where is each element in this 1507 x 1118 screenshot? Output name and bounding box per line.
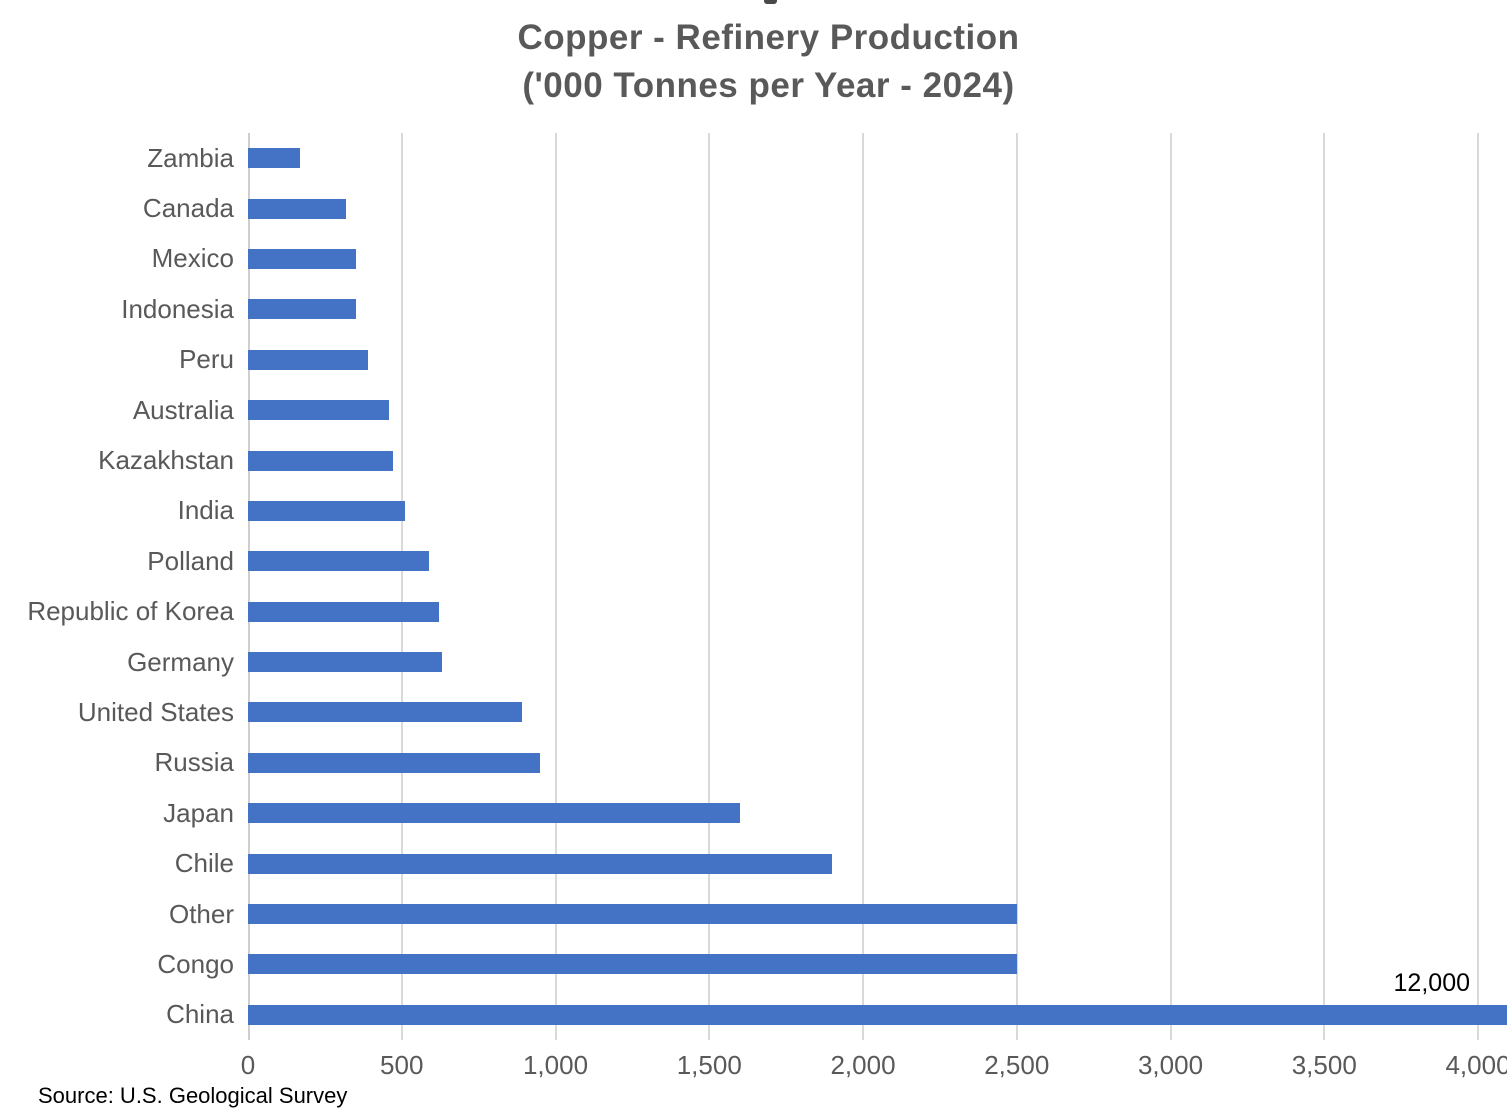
bar-australia bbox=[248, 400, 390, 421]
bar-zambia bbox=[248, 148, 301, 169]
category-label-united-states: United States bbox=[77, 696, 234, 727]
gridline bbox=[400, 133, 403, 1040]
category-label-india: India bbox=[177, 495, 234, 526]
bar-chile bbox=[248, 853, 833, 874]
china-data-label: 12,000 bbox=[1393, 969, 1470, 997]
bar-canada bbox=[248, 198, 347, 219]
gridline bbox=[1477, 133, 1479, 1040]
bar-polland bbox=[248, 551, 430, 572]
chart-title-line2: ('000 Tonnes per Year - 2024) bbox=[522, 66, 1015, 105]
category-label-republic-of-korea: Republic of Korea bbox=[27, 596, 234, 627]
gridline bbox=[1015, 133, 1018, 1040]
category-label-chile: Chile bbox=[174, 848, 234, 879]
x-tick-label-2500: 2,500 bbox=[984, 1050, 1050, 1080]
bar-mexico bbox=[248, 248, 356, 269]
bar-republic-of-korea bbox=[248, 601, 439, 622]
category-label-japan: Japan bbox=[163, 797, 234, 828]
bar-peru bbox=[248, 349, 368, 370]
category-label-zambia: Zambia bbox=[147, 142, 234, 173]
x-tick-label-500: 500 bbox=[380, 1050, 424, 1080]
source-note: Source: U.S. Geological Survey bbox=[38, 1083, 348, 1108]
category-label-congo: Congo bbox=[157, 948, 234, 979]
category-label-polland: Polland bbox=[147, 545, 234, 576]
category-label-mexico: Mexico bbox=[151, 243, 234, 274]
category-label-kazakhstan: Kazakhstan bbox=[98, 445, 234, 476]
bar-indonesia bbox=[248, 299, 356, 320]
category-axis: Zambia Canada Mexico Indonesia Peru Australia… bbox=[0, 133, 234, 1040]
bar-congo bbox=[248, 954, 1017, 975]
category-label-germany: Germany bbox=[127, 646, 234, 677]
gridline bbox=[1169, 133, 1172, 1040]
category-label-peru: Peru bbox=[179, 344, 234, 375]
x-tick-label-4000: 4,000 bbox=[1445, 1050, 1507, 1080]
category-label-australia: Australia bbox=[132, 394, 234, 425]
x-tick-label-3500: 3,500 bbox=[1291, 1050, 1357, 1080]
category-label-other: Other bbox=[168, 898, 234, 929]
x-axis: 0 500 1,000 1,500 2,000 2,500 3,000 3,500 4,000 bbox=[0, 1050, 1507, 1084]
category-label-russia: Russia bbox=[154, 747, 234, 778]
bar-germany bbox=[248, 652, 442, 673]
plot-area bbox=[248, 133, 1507, 1040]
x-tick-label-0: 0 bbox=[240, 1050, 256, 1080]
category-label-canada: Canada bbox=[142, 193, 234, 224]
gridline bbox=[708, 133, 711, 1040]
category-label-china: China bbox=[166, 999, 234, 1030]
category-label-indonesia: Indonesia bbox=[121, 293, 234, 324]
bar-united-states bbox=[248, 702, 522, 723]
x-tick-label-2000: 2,000 bbox=[830, 1050, 896, 1080]
value-axis-line bbox=[248, 133, 250, 1040]
bar-other bbox=[248, 904, 1017, 925]
chart-title: Copper - Refinery Production ('000 Tonne… bbox=[0, 14, 1507, 110]
chart-title-line1: Copper - Refinery Production bbox=[517, 18, 1020, 57]
gridline bbox=[554, 133, 557, 1040]
bar-india bbox=[248, 500, 405, 521]
clipped-text-artifact bbox=[764, 0, 777, 4]
bar-russia bbox=[248, 752, 541, 773]
bar-kazakhstan bbox=[248, 450, 393, 471]
gridline bbox=[862, 133, 864, 1040]
x-tick-label-1000: 1,000 bbox=[522, 1050, 589, 1080]
bar-japan bbox=[248, 803, 740, 824]
gridline bbox=[1323, 133, 1326, 1040]
x-tick-label-3000: 3,000 bbox=[1137, 1050, 1204, 1080]
x-tick-label-1500: 1,500 bbox=[676, 1050, 742, 1080]
bar-china bbox=[248, 1004, 1507, 1025]
